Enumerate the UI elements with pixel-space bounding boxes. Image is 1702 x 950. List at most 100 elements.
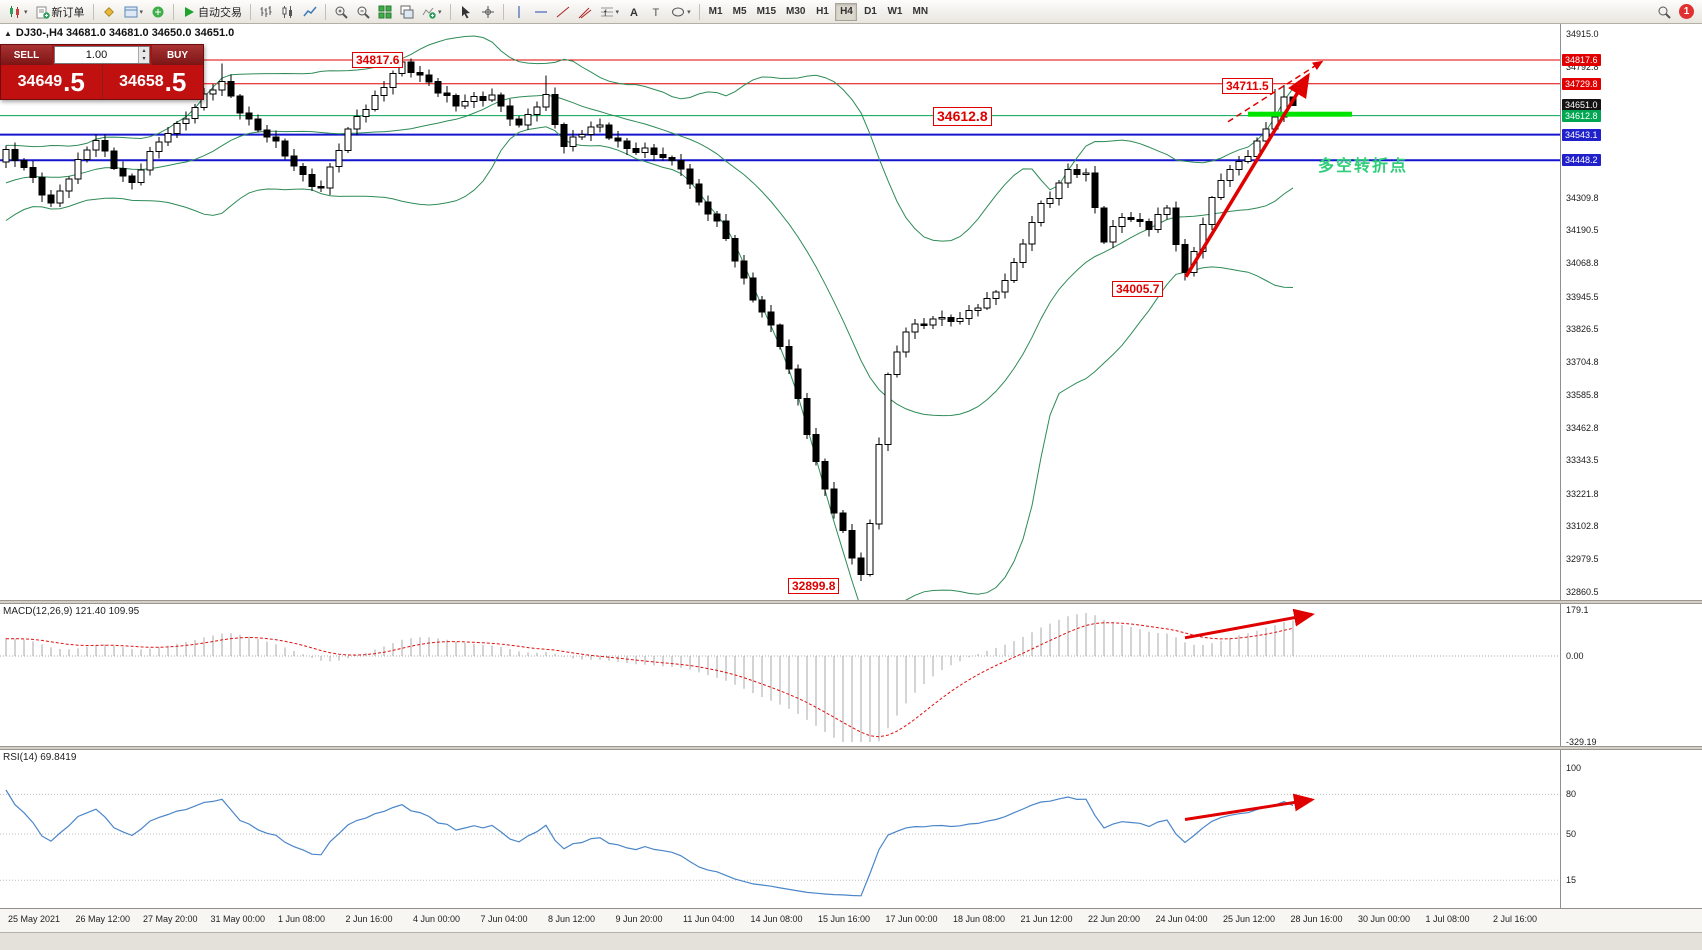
macd-chart-svg[interactable] [0,604,1560,746]
vertical-line-button[interactable] [508,2,530,22]
new-chart-button[interactable]: ▾ [4,2,32,22]
price-axis-tick: 34792.8 [1566,62,1599,72]
price-chart-svg[interactable] [0,24,1560,600]
shapes-icon [671,5,685,19]
price-axis-tick: 34309.8 [1566,193,1599,203]
symbol-arrow-icon: ▲ [4,28,12,38]
rsi-axis[interactable]: 100 80 50 15 [1560,750,1702,908]
toolbar-separator [449,3,451,20]
horizontal-line-button[interactable] [530,2,552,22]
indicators-button[interactable]: ▾ [418,2,446,22]
mql-community-button[interactable] [98,2,120,22]
macd-axis[interactable]: 179.1 0.00 -329.19 [1560,604,1702,746]
profiles-button[interactable]: ▾ [120,2,148,22]
time-axis[interactable]: 25 May 2021 26 May 12:00 27 May 20:00 31 Ma… [0,908,1702,932]
tile-icon [378,5,392,19]
zoom-out-button[interactable] [352,2,374,22]
crosshair-button[interactable] [477,2,499,22]
text-button[interactable]: A [623,2,645,22]
timeframe-h1-button[interactable]: H1 [811,3,833,21]
timeframe-h4-button[interactable]: H4 [835,2,858,21]
timeframe-m15-button[interactable]: M15 [753,3,780,21]
fibonacci-button[interactable]: f ▾ [596,2,624,22]
time-axis-label: 27 May 20:00 [143,914,198,924]
hline-icon [534,5,548,19]
price-axis-tick: 34068.8 [1566,258,1599,268]
rsi-axis-tick: 80 [1566,789,1577,799]
new-order-icon [36,5,50,19]
line-chart-button[interactable] [299,2,321,22]
time-axis-label: 8 Jun 12:00 [548,914,596,924]
volume-value[interactable]: 1.00 [85,49,108,61]
autotrade-button[interactable]: 自动交易 [178,2,246,22]
price-axis-tick: 32860.5 [1566,587,1599,597]
buy-price-main: 34658 [119,73,164,90]
sell-price-pips: .5 [63,67,85,97]
toolbar-separator [698,3,700,20]
equidistant-channel-button[interactable] [574,2,596,22]
time-axis-label: 15 Jun 16:00 [818,914,871,924]
rsi-panel[interactable]: RSI(14) 69.8419 100 80 50 15 [0,750,1702,908]
rsi-chart-svg[interactable] [0,750,1560,908]
channel-icon [578,5,592,19]
time-axis-label: 1 Jun 08:00 [278,914,326,924]
volume-down-icon[interactable]: ▾ [142,56,146,62]
timeframe-w1-button[interactable]: W1 [883,3,906,21]
macd-label: MACD(12,26,9) 121.40 109.95 [3,606,140,617]
macd-axis-tick: 179.1 [1566,605,1589,615]
market-button[interactable] [147,2,169,22]
search-button[interactable] [1653,2,1675,22]
macd-panel[interactable]: MACD(12,26,9) 121.40 109.95 179.1 0.00 -32… [0,604,1702,746]
autotrade-button-label: 自动交易 [198,6,243,19]
timeframe-m30-button[interactable]: M30 [782,3,809,21]
candlestick-chart-button[interactable] [277,2,299,22]
market-icon [151,5,165,19]
buy-price[interactable]: 34658.5 [103,65,204,99]
timeframe-m1-button[interactable]: M1 [705,3,727,21]
time-axis-label: 14 Jun 08:00 [750,914,803,924]
volume-up-icon[interactable]: ▴ [142,48,146,54]
svg-text:T: T [653,7,660,19]
price-chart-panel[interactable]: ▲ DJ30-,H4 34681.0 34681.0 34650.0 34651… [0,24,1702,600]
buy-button[interactable]: BUY [151,45,203,65]
layout-icon [124,5,138,19]
price-axis[interactable]: 34915.0 34792.8 34309.8 34190.5 34068.8 33945… [1560,24,1702,600]
time-axis-label: 18 Jun 08:00 [953,914,1006,924]
price-axis-badge-red: 34729.8 [1562,78,1601,90]
sell-price[interactable]: 34649.5 [1,65,103,99]
tile-windows-button[interactable] [374,2,396,22]
volume-field[interactable]: 1.00 ▴ ▾ [54,46,150,64]
dropdown-caret-icon: ▾ [687,8,691,16]
sell-price-main: 34649 [17,73,63,90]
time-axis-label: 2 Jun 16:00 [345,914,393,924]
timeframe-m5-button[interactable]: M5 [729,3,751,21]
volume-stepper[interactable]: ▴ ▾ [138,47,149,63]
time-axis-label: 2 Jul 16:00 [1493,914,1538,924]
timeframe-d1-button[interactable]: D1 [859,3,881,21]
price-axis-tick: 33221.8 [1566,489,1599,499]
cursor-button[interactable] [455,2,477,22]
sell-button[interactable]: SELL [1,45,53,65]
price-axis-badge-black: 34651.0 [1562,99,1601,111]
time-axis-label: 26 May 12:00 [75,914,131,924]
panel-resize-handle[interactable] [0,600,1702,604]
shapes-button[interactable]: ▾ [667,2,695,22]
rsi-axis-tick: 15 [1566,875,1577,885]
symbol-ohlc-text: DJ30-,H4 34681.0 34681.0 34650.0 34651.0 [15,27,235,39]
notification-badge[interactable]: 1 [1679,4,1694,19]
text-label-button[interactable]: T [645,2,667,22]
panel-resize-handle[interactable] [0,746,1702,750]
rsi-label: RSI(14) 69.8419 [3,752,77,763]
zoom-in-button[interactable] [330,2,352,22]
arrange-windows-button[interactable] [396,2,418,22]
price-axis-tick: 33585.8 [1566,390,1599,400]
bar-chart-button[interactable] [255,2,277,22]
zoom-out-icon [356,5,370,19]
time-axis-label: 24 Jun 04:00 [1155,914,1208,924]
time-axis-label: 17 Jun 00:00 [885,914,938,924]
trendline-button[interactable] [552,2,574,22]
new-order-button[interactable]: 新订单 [32,2,89,22]
timeframe-mn-button[interactable]: MN [908,3,932,21]
price-axis-badge-blue: 34543.1 [1562,129,1601,141]
